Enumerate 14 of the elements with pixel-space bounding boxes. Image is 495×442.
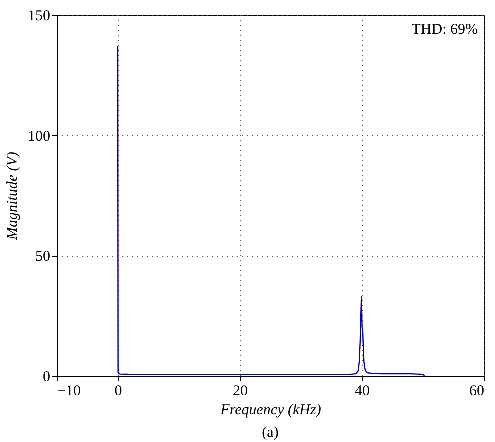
x-tick-label: −10 xyxy=(58,384,81,400)
y-tick-label: 100 xyxy=(28,128,50,145)
x-tick-label: 20 xyxy=(233,384,248,400)
line-series xyxy=(117,46,426,376)
y-tick-label: 0 xyxy=(43,370,50,386)
y-tick-label: 50 xyxy=(36,249,50,266)
y-axis-title: Magnitude (V) xyxy=(5,152,21,241)
x-tick-label: 60 xyxy=(470,384,484,400)
x-tick-label: 0 xyxy=(114,384,122,400)
x-axis-title: Frequency (kHz) xyxy=(220,402,322,418)
annotation: THD: 69% xyxy=(412,22,478,38)
y-tick-label: 150 xyxy=(28,8,50,24)
text: (a) xyxy=(262,425,279,441)
x-tick-label: 40 xyxy=(355,384,370,400)
